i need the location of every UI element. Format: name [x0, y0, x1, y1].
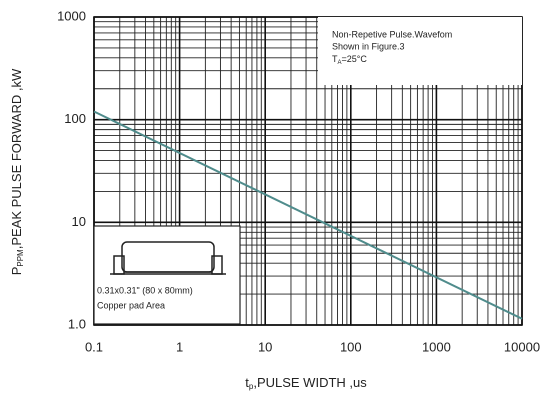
- x-tick-label: 10000: [504, 339, 540, 354]
- y-axis-label: P: [9, 267, 24, 276]
- y-tick-label: 1000: [57, 8, 86, 23]
- x-tick-label: 1: [176, 339, 183, 354]
- annotation: TA=25°C: [332, 54, 367, 65]
- y-tick-label: 1.0: [68, 316, 86, 331]
- x-tick-label: 100: [340, 339, 362, 354]
- y-axis-label: ,PEAK PULSE FORWARD ,kW: [9, 68, 24, 249]
- annotation: Non-Repetive Pulse.Wavefom: [332, 29, 452, 39]
- x-axis-label: ,PULSE WIDTH ,us: [253, 375, 367, 390]
- x-tick-label: 0.1: [85, 339, 103, 354]
- y-tick-label: 10: [72, 214, 86, 229]
- annotation: =25°C: [342, 54, 368, 64]
- annotation: Copper pad Area: [97, 300, 165, 310]
- annotation: Shown in Figure.3: [332, 41, 405, 51]
- annotation: 0.31x0.31" (80 x 80mm): [97, 285, 193, 295]
- y-axis-label: PPPM,PEAK PULSE FORWARD ,kW: [9, 68, 25, 275]
- x-tick-label: 1000: [422, 339, 451, 354]
- x-axis-label: tp,PULSE WIDTH ,us: [245, 375, 367, 391]
- chart: Non-Repetive Pulse.Wavefom Shown in Figu…: [0, 0, 554, 401]
- y-tick-label: 100: [64, 111, 86, 126]
- x-tick-label: 10: [258, 339, 272, 354]
- y-axis-label: PPM: [16, 249, 25, 267]
